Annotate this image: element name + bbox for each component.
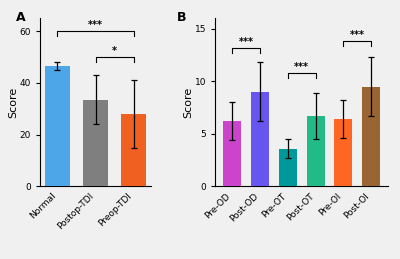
Bar — [83, 100, 108, 186]
Bar — [306, 116, 324, 186]
Bar — [122, 114, 146, 186]
Bar — [223, 121, 241, 186]
Y-axis label: Score: Score — [8, 87, 18, 118]
Text: A: A — [16, 11, 25, 24]
Bar — [279, 149, 297, 186]
Bar — [334, 119, 352, 186]
Text: ***: *** — [238, 37, 254, 47]
Text: ***: *** — [88, 20, 103, 30]
Bar — [45, 66, 70, 186]
Text: *: * — [112, 46, 117, 56]
Text: B: B — [177, 11, 187, 24]
Bar — [251, 92, 269, 186]
Bar — [362, 87, 380, 186]
Text: ***: *** — [294, 62, 309, 72]
Text: ***: *** — [350, 31, 365, 40]
Y-axis label: Score: Score — [184, 87, 194, 118]
